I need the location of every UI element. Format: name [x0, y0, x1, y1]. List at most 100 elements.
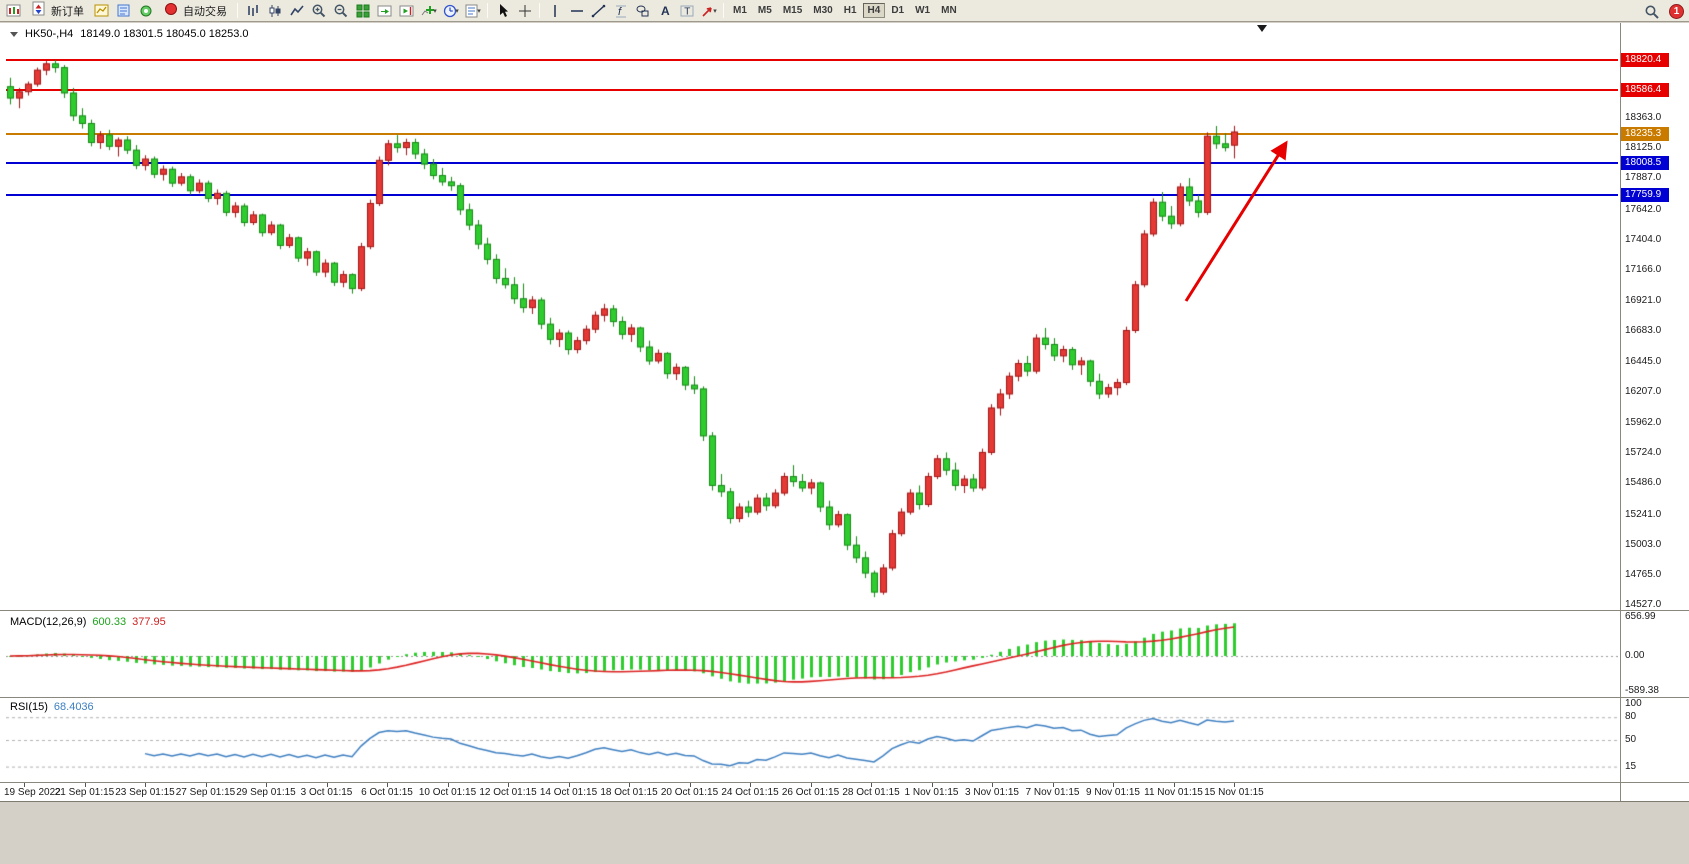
navigator-icon[interactable] — [135, 1, 156, 20]
toolbar: 新订单 自动交易 ▾ ▾ ▾ f A T ▾ M1 M5 M15 M30 H1 H4 D1 W1 MN 1 — [0, 0, 1689, 22]
search-icon[interactable] — [1641, 2, 1662, 21]
svg-text:A: A — [661, 4, 670, 18]
time-axis-label: 9 Nov 01:15 — [1086, 787, 1140, 798]
time-axis-tick — [145, 783, 146, 787]
price-axis-label: 16921.0 — [1625, 295, 1662, 307]
macd-main-value: 600.33 — [92, 616, 127, 628]
time-axis-tick — [84, 783, 86, 787]
toolbar-separator — [723, 3, 724, 18]
panel-separator[interactable] — [0, 782, 1689, 783]
new-order-button[interactable]: 新订单 — [25, 1, 90, 20]
new-order-button-label: 新订单 — [51, 5, 84, 18]
arrows-icon[interactable]: ▾ — [698, 1, 719, 20]
time-axis-label: 3 Nov 01:15 — [965, 787, 1019, 798]
price-badge-17759.9: 17759.9 — [1621, 187, 1669, 202]
time-axis-label: 27 Sep 01:15 — [175, 787, 236, 798]
auto-scroll-icon[interactable] — [374, 1, 395, 20]
price-axis-divider — [1620, 23, 1621, 801]
macd-indicator-label: MACD(12,26,9) 600.33 377.95 — [10, 616, 166, 628]
rsi-value: 68.4036 — [53, 701, 94, 713]
line-chart-icon[interactable] — [286, 1, 307, 20]
chart-shift-icon[interactable] — [396, 1, 417, 20]
price-axis-label: 15724.0 — [1625, 447, 1662, 459]
rsi-canvas[interactable] — [6, 700, 1618, 781]
time-axis-tick — [447, 783, 449, 787]
main-chart-canvas[interactable] — [6, 46, 1618, 608]
timeframe-button-MN[interactable]: MN — [941, 5, 957, 16]
time-axis-label: 1 Nov 01:15 — [904, 787, 959, 798]
chart-symbol-period: HK50-,H4 — [25, 28, 74, 40]
time-axis-label: 28 Oct 01:15 — [842, 787, 900, 798]
chart-collapse-icon[interactable] — [10, 31, 18, 37]
price-axis-label: 17887.0 — [1625, 172, 1662, 184]
time-axis-label: 26 Oct 01:15 — [781, 787, 840, 798]
time-axis-label: 14 Oct 01:15 — [539, 787, 598, 798]
objects-icon[interactable] — [632, 1, 653, 20]
rsi-axis-label: 15 — [1625, 760, 1637, 772]
new-chart-icon[interactable] — [3, 1, 24, 20]
toolbar-separator — [487, 3, 488, 18]
rsi-axis-label: 80 — [1625, 711, 1637, 723]
autotrade-icon — [163, 1, 179, 20]
auto-trading-button[interactable]: 自动交易 — [157, 1, 233, 20]
time-axis-tick — [750, 783, 751, 787]
notification-badge[interactable]: 1 — [1669, 4, 1684, 19]
toolbar-separator — [237, 3, 238, 18]
time-axis-label: 10 Oct 01:15 — [418, 787, 477, 798]
time-axis-tick — [508, 783, 509, 787]
timeframe-button-M5[interactable]: M5 — [757, 5, 772, 16]
price-axis-label: 15962.0 — [1625, 416, 1662, 428]
bar-chart-icon[interactable] — [242, 1, 263, 20]
timeframe-button-M30[interactable]: M30 — [813, 5, 833, 16]
zoom-out-icon[interactable] — [330, 1, 351, 20]
trendline-icon[interactable] — [588, 1, 609, 20]
chevron-down-icon: ▾ — [477, 7, 481, 15]
vertical-line-icon[interactable] — [544, 1, 565, 20]
market-watch-icon[interactable] — [113, 1, 134, 20]
time-axis-tick — [24, 783, 25, 787]
timeframe-button-M15[interactable]: M15 — [782, 5, 803, 16]
panel-separator[interactable] — [0, 697, 1689, 698]
time-axis-tick — [931, 783, 933, 787]
fibonacci-icon[interactable]: f — [610, 1, 631, 20]
indicators-icon[interactable]: ▾ — [418, 1, 439, 20]
periods-icon[interactable]: ▾ — [440, 1, 461, 20]
panel-separator[interactable] — [0, 610, 1689, 611]
auto-trading-button-label: 自动交易 — [183, 5, 227, 18]
time-axis-label: 24 Oct 01:15 — [721, 787, 779, 798]
time-axis-label: 21 Sep 01:15 — [54, 787, 115, 798]
label-icon[interactable]: T — [676, 1, 697, 20]
price-badge-18820.4: 18820.4 — [1621, 52, 1669, 67]
macd-canvas[interactable] — [6, 613, 1618, 696]
time-axis-label: 20 Oct 01:15 — [660, 787, 719, 798]
time-axis-label: 6 Oct 01:15 — [361, 787, 413, 798]
time-axis-tick — [810, 783, 812, 787]
time-axis-tick — [871, 783, 872, 787]
timeframe-button-M1[interactable]: M1 — [733, 5, 747, 16]
charts-icon[interactable] — [91, 1, 112, 20]
price-axis-label: 15241.0 — [1625, 508, 1662, 520]
cursor-icon[interactable] — [492, 1, 513, 20]
time-axis-tick — [568, 783, 570, 787]
tile-windows-icon[interactable] — [352, 1, 373, 20]
text-icon[interactable]: A — [654, 1, 675, 20]
timeframe-button-H1[interactable]: H1 — [843, 5, 857, 16]
rsi-indicator-name: RSI(15) — [10, 701, 48, 713]
chart-shift-marker-icon — [1257, 25, 1267, 32]
timeframe-button-H4[interactable]: H4 — [862, 3, 886, 18]
time-axis-label: 19 Sep 2022 — [4, 787, 61, 798]
chevron-down-icon: ▾ — [433, 7, 437, 15]
time-axis-tick — [689, 783, 691, 787]
horizontal-line-icon[interactable] — [566, 1, 587, 20]
price-axis-label: 14527.0 — [1625, 599, 1662, 611]
price-axis-label: 17166.0 — [1625, 264, 1662, 276]
chevron-down-icon: ▾ — [713, 7, 717, 15]
candlestick-chart-icon[interactable] — [264, 1, 285, 20]
crosshair-icon[interactable] — [514, 1, 535, 20]
timeframe-button-D1[interactable]: D1 — [891, 5, 905, 16]
templates-icon[interactable]: ▾ — [462, 1, 483, 20]
price-axis-label: 14765.0 — [1625, 568, 1662, 580]
time-axis-label: 29 Sep 01:15 — [236, 787, 296, 798]
timeframe-button-W1[interactable]: W1 — [915, 5, 931, 16]
zoom-in-icon[interactable] — [308, 1, 329, 20]
